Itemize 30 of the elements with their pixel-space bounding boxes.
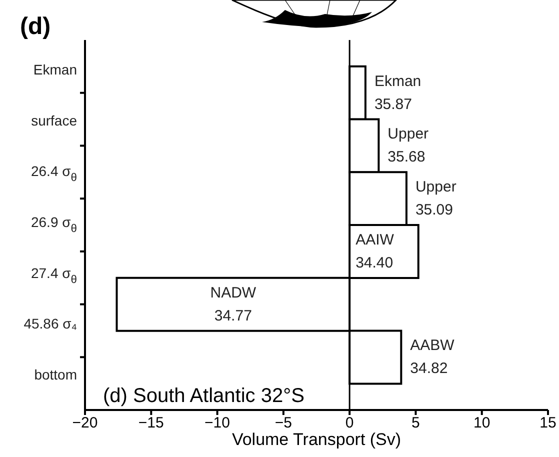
text: 45.86 σ₄ <box>24 315 78 332</box>
annotation: (d) South Atlantic 32°S <box>103 385 304 407</box>
annotation: 35.68 <box>388 148 426 166</box>
annotation: NADW <box>210 284 257 302</box>
annotation: Ekman <box>374 72 422 90</box>
annotation: AABW <box>410 337 456 354</box>
text: surface <box>31 112 78 128</box>
x-tick-label: 0 <box>345 414 354 432</box>
annotation: Upper <box>388 126 429 143</box>
x-tick-label: 15 <box>540 414 556 432</box>
text: 27.4 σ$_{θ}$ <box>30 264 77 286</box>
text: bottom <box>34 366 77 382</box>
x-tick-label: −15 <box>138 414 164 432</box>
annotation: 35.09 <box>415 202 453 219</box>
annotation: Upper <box>415 178 456 196</box>
x-tick-label: 10 <box>474 414 490 432</box>
x-tick-label: −5 <box>274 414 292 432</box>
x-tick-label: −20 <box>72 414 98 432</box>
x-axis-title: Volume Transport (Sv) <box>232 430 402 449</box>
x-tick-label: 5 <box>412 414 420 432</box>
text: 26.4 σ$_{θ}$ <box>30 162 77 184</box>
text: 26.9 σ$_{θ}$ <box>30 214 77 235</box>
annotation: 35.87 <box>374 96 412 113</box>
annotation: AAIW <box>356 231 395 248</box>
x-tick-label: −10 <box>204 414 230 432</box>
annotation: 34.82 <box>410 360 448 378</box>
text: Ekman <box>33 61 77 78</box>
annotation: 34.77 <box>214 307 252 324</box>
text: (d) <box>20 13 51 40</box>
annotation: 34.40 <box>356 254 394 272</box>
